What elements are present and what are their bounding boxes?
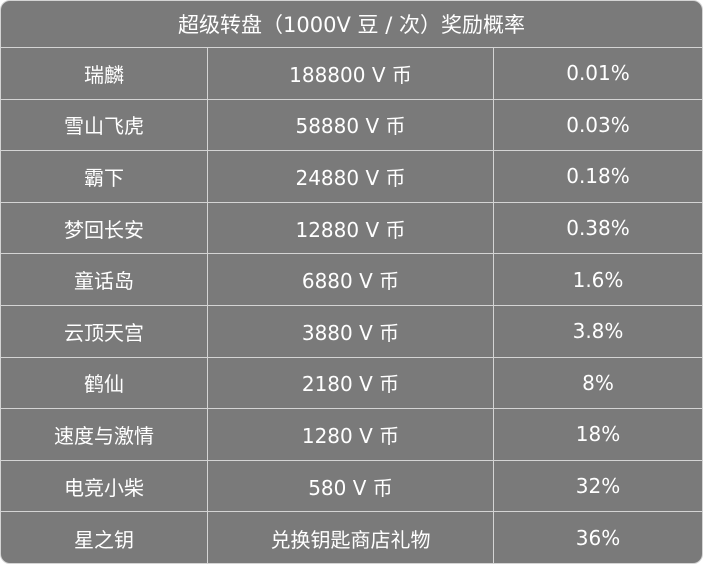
reward-cell: 2180 V 币 <box>208 357 494 409</box>
reward-cell: 1280 V 币 <box>208 409 494 460</box>
probability-cell: 1.6% <box>572 267 624 292</box>
probability-cell: 0.18% <box>566 164 630 189</box>
probability-cell: 0.03% <box>566 112 630 137</box>
table-title: 超级转盘（1000V 豆 / 次）奖励概率 <box>1 1 702 48</box>
table-row: 童话岛 6880 V 币 1.6% <box>1 254 702 306</box>
table-row: 速度与激情 1280 V 币 18% <box>1 409 702 461</box>
reward-cell: 6880 V 币 <box>208 254 494 305</box>
table-row: 雪山飞虎 58880 V 币 0.03% <box>1 99 702 152</box>
probability-cell: 8% <box>582 370 614 395</box>
reward-cell: 188800 V 币 <box>208 48 494 99</box>
prize-name-cell: 霸下 <box>1 151 208 202</box>
probability-cell: 0.01% <box>566 61 630 86</box>
reward-cell: 58880 V 币 <box>208 99 494 151</box>
probability-cell: 3.8% <box>572 319 624 344</box>
reward-cell: 12880 V 币 <box>208 202 494 254</box>
prize-name-cell: 云顶天宫 <box>1 305 208 357</box>
reward-cell: 24880 V 币 <box>208 151 494 202</box>
table-row: 星之钥 兑换钥匙商店礼物 36% <box>1 512 702 563</box>
probability-cell: 32% <box>575 474 621 499</box>
reward-cell: 兑换钥匙商店礼物 <box>208 512 494 563</box>
table-row: 瑞麟 188800 V 币 0.01% <box>1 48 702 100</box>
probability-cell: 0.38% <box>566 216 630 241</box>
prize-name-cell: 鹤仙 <box>1 357 208 409</box>
table-row: 电竞小柴 580 V 币 32% <box>1 460 702 513</box>
reward-cell: 580 V 币 <box>208 460 494 512</box>
reward-cell: 3880 V 币 <box>208 305 494 357</box>
prize-name-cell: 梦回长安 <box>1 202 208 254</box>
prize-name-cell: 雪山飞虎 <box>1 99 208 151</box>
table-row: 梦回长安 12880 V 币 0.38% <box>1 202 702 255</box>
prize-name-cell: 电竞小柴 <box>1 460 208 512</box>
prize-name-cell: 童话岛 <box>1 254 208 305</box>
probability-cell: 36% <box>575 526 621 551</box>
table-row: 霸下 24880 V 币 0.18% <box>1 151 702 203</box>
table-row: 鹤仙 2180 V 币 8% <box>1 357 702 410</box>
table-body: 瑞麟 188800 V 币 0.01% 雪山飞虎 58880 V 币 0.03%… <box>1 48 702 563</box>
prize-name-cell: 瑞麟 <box>1 48 208 99</box>
prize-name-cell: 星之钥 <box>1 512 208 563</box>
prize-name-cell: 速度与激情 <box>1 409 208 460</box>
probability-cell: 18% <box>575 422 621 447</box>
table-row: 云顶天宫 3880 V 币 3.8% <box>1 305 702 358</box>
